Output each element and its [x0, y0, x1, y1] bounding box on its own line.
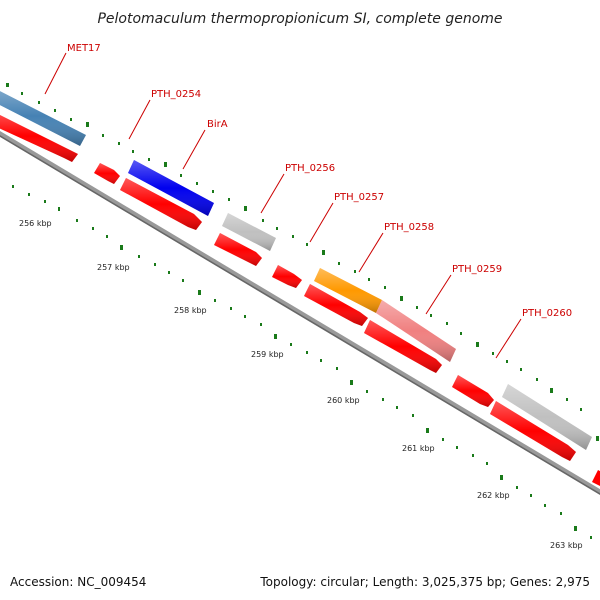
- cds-arrow[interactable]: [592, 470, 600, 492]
- outer-tick-track: [6, 83, 599, 441]
- gene-label-pth-0256[interactable]: PTH_0256: [285, 163, 335, 174]
- tick-label-260kbp: 260 kbp: [327, 396, 360, 405]
- gene-label-pth-0260[interactable]: PTH_0260: [522, 308, 572, 319]
- gene-labels: MET17 PTH_0254 BirA PTH_0256 PTH_0257 PT…: [67, 43, 572, 319]
- gene-label-pth-0258[interactable]: PTH_0258: [384, 222, 434, 233]
- topology-text: Topology: circular; Length: 3,025,375 bp…: [259, 575, 590, 589]
- genome-backbone: [0, 131, 600, 495]
- tick-label-262kbp: 262 kbp: [477, 491, 510, 500]
- tick-label-259kbp: 259 kbp: [251, 350, 284, 359]
- tick-label-263kbp: 263 kbp: [550, 541, 583, 550]
- gene-label-pth-0259[interactable]: PTH_0259: [452, 264, 502, 275]
- tick-label-258kbp: 258 kbp: [174, 306, 207, 315]
- map-title: Pelotomaculum thermopropionicum SI, comp…: [97, 11, 502, 27]
- gene-label-pth-0257[interactable]: PTH_0257: [334, 192, 384, 203]
- tick-label-261kbp: 261 kbp: [402, 444, 435, 453]
- label-leaders: [44, 52, 522, 359]
- gene-label-bira[interactable]: BirA: [207, 119, 228, 130]
- position-tick-labels: 256 kbp 257 kbp 258 kbp 259 kbp 260 kbp …: [19, 219, 583, 550]
- gene-label-pth-0254[interactable]: PTH_0254: [151, 89, 201, 100]
- gene-label-met17[interactable]: MET17: [67, 43, 101, 54]
- inner-tick-track: [12, 185, 592, 539]
- tick-label-256kbp: 256 kbp: [19, 219, 52, 228]
- cds-arrows: [0, 115, 600, 492]
- accession-text: Accession: NC_009454: [10, 575, 146, 589]
- feature-bars: [0, 91, 592, 450]
- tick-label-257kbp: 257 kbp: [97, 263, 130, 272]
